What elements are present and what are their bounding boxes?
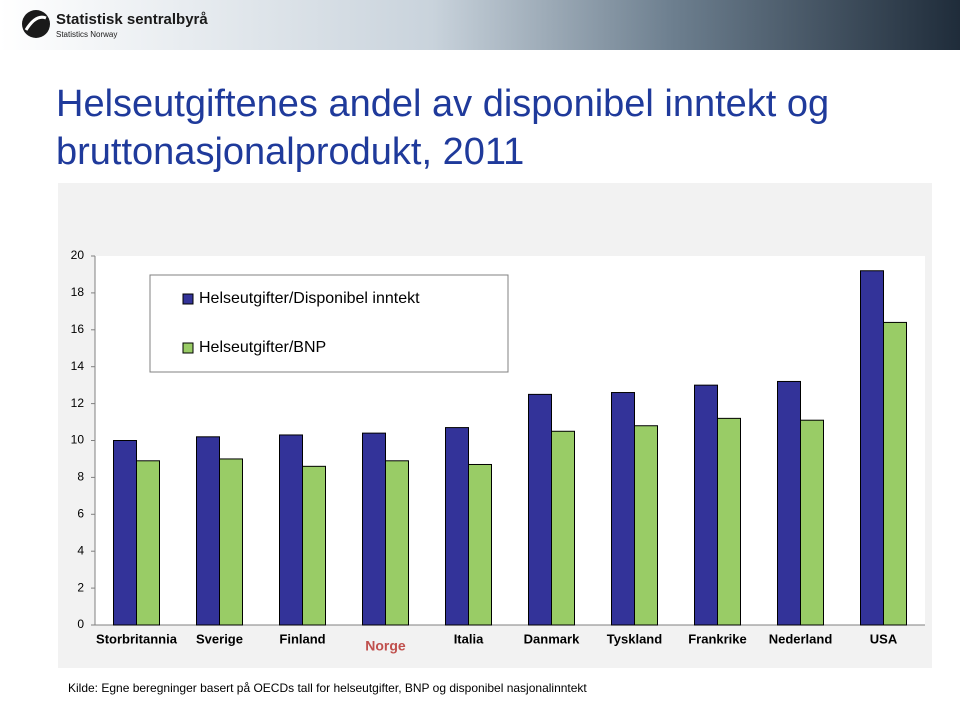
bar xyxy=(219,458,243,626)
bar xyxy=(385,460,409,626)
x-tick-label: Frankrike xyxy=(688,631,747,646)
y-tick-label: 8 xyxy=(77,470,84,484)
bar xyxy=(860,270,884,626)
x-tick-label: Finland xyxy=(279,631,325,646)
bar xyxy=(883,321,907,626)
legend-box xyxy=(149,274,509,373)
bar xyxy=(551,430,575,626)
bar xyxy=(634,425,658,626)
source-note: Kilde: Egne beregninger basert på OECDs … xyxy=(68,681,587,695)
org-name-en: Statistics Norway xyxy=(56,30,117,39)
bar xyxy=(302,465,326,626)
y-tick-label: 2 xyxy=(77,580,84,594)
bar xyxy=(800,419,824,626)
bar xyxy=(279,434,303,626)
bar xyxy=(445,427,469,626)
bar xyxy=(611,392,635,626)
legend-label: Helseutgifter/Disponibel inntekt xyxy=(199,290,420,307)
bar xyxy=(362,432,386,626)
y-tick-label: 4 xyxy=(77,543,84,557)
bar xyxy=(717,417,741,626)
y-tick-label: 10 xyxy=(71,433,85,447)
bar xyxy=(528,393,552,626)
logo-swoosh xyxy=(24,15,47,31)
y-tick-label: 16 xyxy=(71,322,85,336)
x-tick-label: Tyskland xyxy=(607,631,662,646)
y-tick-label: 0 xyxy=(77,617,84,631)
bar xyxy=(777,380,801,626)
chart-title: Helseutgiftenes andel av disponibel innt… xyxy=(56,83,830,173)
x-tick-label: Danmark xyxy=(524,631,580,646)
legend-swatch xyxy=(182,342,194,354)
x-tick-label: Storbritannia xyxy=(96,631,178,646)
x-tick-label: Sverige xyxy=(196,631,243,646)
bar xyxy=(468,463,492,626)
y-tick-label: 20 xyxy=(71,248,85,262)
x-tick-label: USA xyxy=(870,631,898,646)
bar xyxy=(113,440,137,626)
legend-label: Helseutgifter/BNP xyxy=(199,339,326,356)
bar xyxy=(196,436,220,626)
org-name: Statistisk sentralbyrå xyxy=(56,11,208,28)
title-box: Helseutgiftenes andel av disponibel innt… xyxy=(56,83,830,173)
y-tick-label: 6 xyxy=(77,506,84,520)
x-tick-label: Nederland xyxy=(769,631,833,646)
logo-icon xyxy=(22,10,50,38)
y-tick-label: 18 xyxy=(71,285,85,299)
legend-swatch xyxy=(182,293,194,305)
x-tick-label: Italia xyxy=(454,631,484,646)
y-tick-label: 14 xyxy=(71,359,85,373)
bar xyxy=(136,460,160,626)
bar xyxy=(694,384,718,626)
header-banner xyxy=(0,0,960,50)
x-tick-label: Norge xyxy=(365,638,406,654)
y-tick-label: 12 xyxy=(71,396,85,410)
